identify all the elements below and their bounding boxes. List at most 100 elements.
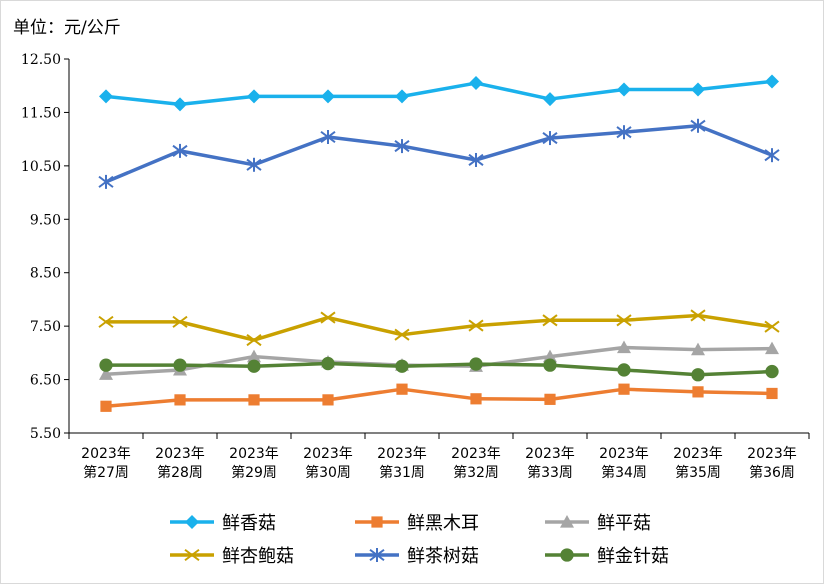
series-line xyxy=(105,345,773,376)
unit-label: 单位：元/公斤 xyxy=(13,18,121,38)
data-point-stroke xyxy=(616,314,632,327)
data-point xyxy=(98,315,114,328)
x-tick-label: 第30周 xyxy=(305,464,351,481)
y-tick-label: 12.50 xyxy=(21,52,61,68)
data-point xyxy=(616,125,632,140)
data-point xyxy=(543,358,557,372)
legend-label: 鲜金针菇 xyxy=(597,546,669,567)
legend-label: 鲜茶树菇 xyxy=(407,546,479,567)
data-point xyxy=(185,515,199,529)
x-tick-label: 2023年 xyxy=(599,446,649,462)
series-layer xyxy=(98,74,780,412)
x-tick-label: 2023年 xyxy=(451,446,501,462)
legend-label: 鲜香菇 xyxy=(222,513,276,534)
data-point xyxy=(691,342,705,356)
data-point xyxy=(395,89,409,104)
data-point-stroke xyxy=(246,333,262,347)
data-point xyxy=(321,89,335,104)
data-point-stroke xyxy=(468,319,484,332)
x-tick-label: 2023年 xyxy=(229,446,279,462)
y-tick-label: 11.50 xyxy=(21,105,61,121)
x-tick-label: 第33周 xyxy=(527,464,573,481)
data-point xyxy=(560,548,574,562)
data-point xyxy=(173,358,187,372)
data-point xyxy=(321,356,335,371)
data-point xyxy=(320,311,336,324)
data-point xyxy=(470,393,482,405)
y-tick-label: 10.50 xyxy=(21,159,61,175)
x-tick-label: 第27周 xyxy=(83,464,129,481)
data-point xyxy=(766,387,778,400)
data-point xyxy=(394,328,410,341)
data-point-stroke xyxy=(764,320,780,333)
data-point-stroke xyxy=(172,315,188,328)
data-point xyxy=(99,89,113,104)
data-point-stroke xyxy=(542,314,558,327)
y-tick-label: 6.50 xyxy=(30,373,61,389)
x-tick-label: 2023年 xyxy=(81,446,131,462)
y-tick-label: 9.50 xyxy=(30,212,61,228)
data-point-stroke xyxy=(184,548,200,562)
data-point xyxy=(320,130,336,145)
data-point xyxy=(617,340,631,354)
data-point xyxy=(99,358,113,372)
data-point xyxy=(690,309,706,322)
data-point xyxy=(690,118,706,133)
x-tick-label: 第29周 xyxy=(231,464,277,481)
data-point xyxy=(764,320,780,333)
data-point xyxy=(371,516,383,528)
y-tick-label: 8.50 xyxy=(30,266,61,282)
data-point-stroke xyxy=(320,311,336,324)
legend-item: 鲜黑木耳 xyxy=(355,513,479,534)
data-point xyxy=(322,394,334,406)
data-point xyxy=(560,515,574,528)
data-point xyxy=(369,548,385,562)
data-point xyxy=(469,357,483,371)
data-point xyxy=(542,314,558,327)
data-point xyxy=(765,341,779,355)
legend-item: 鲜茶树菇 xyxy=(355,546,479,567)
series-5 xyxy=(98,118,780,189)
legend-label: 鲜杏鲍菇 xyxy=(222,546,294,567)
data-point xyxy=(246,333,262,347)
x-tick-label: 2023年 xyxy=(377,446,427,462)
data-point-stroke xyxy=(98,315,114,328)
data-point xyxy=(396,383,408,395)
x-tick-label: 第31周 xyxy=(379,464,425,481)
series-line xyxy=(106,361,773,377)
data-point xyxy=(100,400,112,412)
series-1 xyxy=(99,74,779,112)
data-point xyxy=(248,394,260,406)
series-line xyxy=(105,387,773,409)
data-point xyxy=(172,143,188,158)
data-point xyxy=(98,174,114,189)
data-point-stroke xyxy=(690,309,706,322)
data-point xyxy=(173,97,187,112)
data-point xyxy=(395,359,409,373)
data-point xyxy=(543,349,557,363)
data-point xyxy=(543,92,557,107)
x-tick-label: 2023年 xyxy=(303,446,353,462)
data-point xyxy=(174,394,186,406)
series-line xyxy=(106,313,773,342)
data-point xyxy=(542,131,558,146)
series-2 xyxy=(100,383,778,412)
data-point xyxy=(469,76,483,91)
data-point xyxy=(184,548,200,562)
series-6 xyxy=(99,356,779,382)
data-point xyxy=(617,82,631,97)
x-tick-label: 2023年 xyxy=(673,446,723,462)
legend-item: 鲜平菇 xyxy=(545,513,651,534)
data-point xyxy=(172,315,188,328)
data-point xyxy=(247,349,261,363)
data-point xyxy=(544,393,556,405)
data-point xyxy=(765,74,779,89)
x-tick-label: 2023年 xyxy=(155,446,205,462)
data-point xyxy=(99,367,113,380)
series-line xyxy=(105,124,773,184)
data-point xyxy=(692,386,704,398)
x-tick-label: 第28周 xyxy=(157,464,203,481)
legend-label: 鲜平菇 xyxy=(597,513,651,534)
